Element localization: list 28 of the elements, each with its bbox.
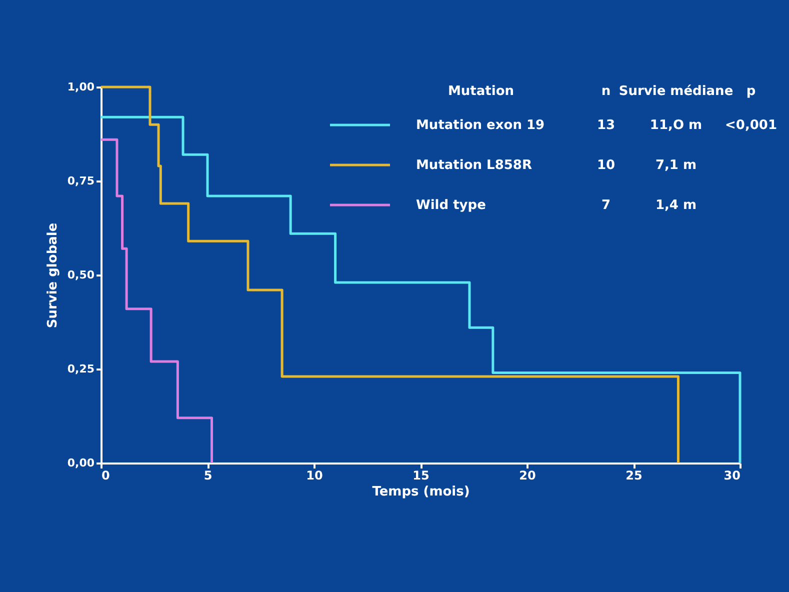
y-tick-label: 0,50: [67, 268, 95, 282]
annotation: 11,O m: [650, 118, 702, 133]
annotation: 10: [596, 158, 616, 173]
annotation: n: [601, 84, 611, 99]
legend-label: Wild type: [416, 198, 486, 213]
y-tick-label: 0,75: [67, 174, 94, 188]
x-tick-label: 10: [306, 468, 323, 482]
legend-label: Mutation L858R: [416, 158, 532, 173]
x-tick-label: 15: [412, 468, 430, 482]
legend-label: Mutation exon 19: [416, 118, 545, 133]
legend-title: Mutation: [448, 84, 514, 99]
y-tick-label: 1,00: [67, 80, 95, 94]
annotation: 1,4 m: [655, 198, 697, 213]
x-tick-label: 5: [204, 468, 212, 482]
x-tick-label: 20: [519, 468, 536, 482]
text: p: [746, 84, 756, 99]
annotation: Survie médiane: [618, 84, 734, 99]
annotation: 13: [596, 118, 616, 133]
x-tick-label: 25: [626, 468, 642, 482]
y-tick-label: 0,00: [67, 456, 95, 470]
x-tick-label: 30: [724, 468, 740, 482]
y-axis-title: Survie globale: [45, 222, 60, 328]
x-axis-title: Temps (mois): [372, 484, 470, 500]
annotation: 7: [601, 198, 611, 213]
annotation: 7,1 m: [655, 158, 697, 173]
y-tick-label: 0,25: [67, 362, 94, 376]
annotation: <0,001: [724, 118, 778, 133]
x-tick-label: 0: [102, 468, 110, 482]
